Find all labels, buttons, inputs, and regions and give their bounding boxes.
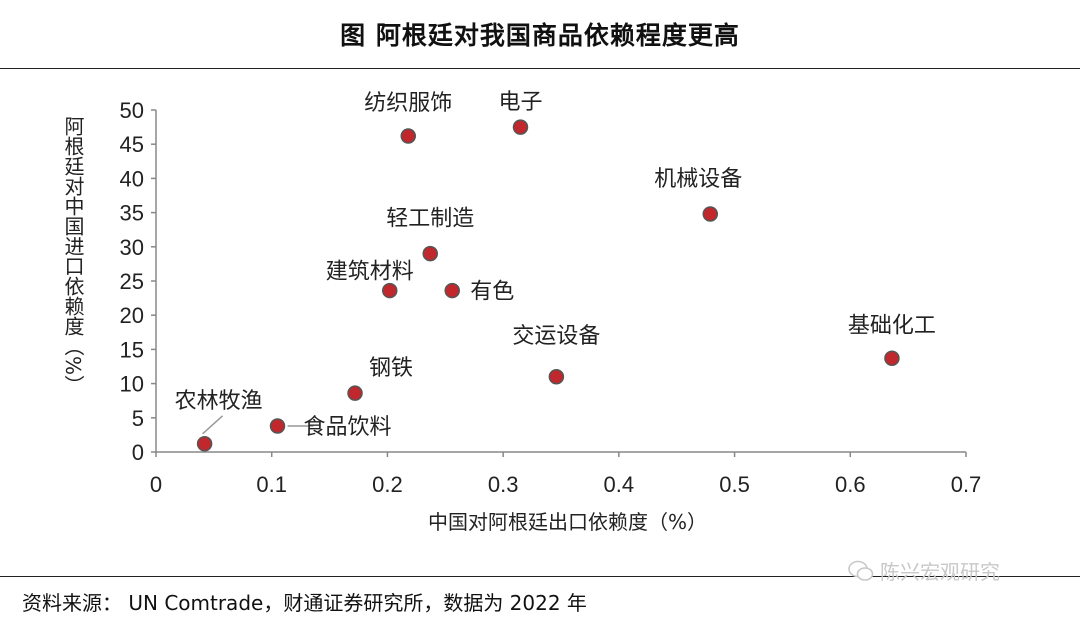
data-label: 钢铁 bbox=[369, 356, 413, 381]
y-tick-label: 15 bbox=[120, 337, 144, 362]
data-points bbox=[196, 119, 900, 452]
x-tick-label: 0.5 bbox=[719, 472, 750, 497]
data-label: 有色 bbox=[470, 280, 514, 305]
data-label: 农林牧渔 bbox=[175, 389, 263, 414]
y-tick-label: 40 bbox=[120, 166, 144, 191]
wechat-icon bbox=[848, 560, 874, 581]
y-tick-label: 35 bbox=[120, 201, 144, 226]
y-tick-label: 5 bbox=[132, 406, 144, 431]
tick-labels: 0 0.1 0.2 0.3 0.4 0.5 0.6 0.7 0 5 10 15 20 25 30 35 40 45… bbox=[120, 98, 982, 497]
data-label: 轻工制造 bbox=[386, 207, 474, 232]
y-tick-label: 20 bbox=[120, 303, 144, 328]
data-label: 交运设备 bbox=[512, 324, 600, 349]
x-tick-label: 0 bbox=[150, 472, 162, 497]
y-tick-label: 25 bbox=[120, 269, 144, 294]
footer-rule bbox=[0, 576, 1080, 577]
y-tick-label: 0 bbox=[132, 440, 144, 465]
x-axis-title: 中国对阿根廷出口依赖度（%） bbox=[427, 510, 707, 534]
x-tick-label: 0.6 bbox=[835, 472, 866, 497]
title-rule bbox=[0, 68, 1080, 69]
data-point bbox=[400, 128, 417, 144]
data-point bbox=[196, 436, 213, 452]
data-point bbox=[422, 245, 438, 262]
y-axis-title: 阿根廷对中国进口依赖度（%） bbox=[61, 116, 85, 396]
y-tick-label: 45 bbox=[120, 132, 144, 157]
data-point bbox=[512, 119, 529, 135]
data-point bbox=[548, 369, 565, 385]
data-label: 基础化工 bbox=[848, 313, 936, 338]
watermark: 陈兴宏观研究 bbox=[848, 556, 1000, 585]
data-label: 电子 bbox=[498, 90, 542, 115]
data-label: 建筑材料 bbox=[326, 260, 414, 285]
data-point bbox=[702, 206, 719, 222]
x-tick-label: 0.1 bbox=[256, 472, 287, 497]
x-tick-label: 0.2 bbox=[372, 472, 403, 497]
data-point bbox=[269, 418, 286, 434]
label-leader-lines bbox=[202, 415, 314, 435]
x-tick-label: 0.7 bbox=[951, 472, 982, 497]
chart-title: 图 阿根廷对我国商品依赖程度更高 bbox=[340, 21, 740, 50]
data-point bbox=[444, 282, 460, 299]
watermark-text: 陈兴宏观研究 bbox=[880, 560, 1000, 584]
source-note: 资料来源： UN Comtrade，财通证券研究所，数据为 2022 年 bbox=[22, 591, 587, 615]
x-tick-label: 0.4 bbox=[604, 472, 635, 497]
leader-line bbox=[202, 415, 224, 435]
x-tick-label: 0.3 bbox=[488, 472, 519, 497]
data-point bbox=[347, 385, 363, 401]
data-label: 食品饮料 bbox=[304, 415, 392, 440]
data-label: 纺织服饰 bbox=[364, 91, 452, 116]
axes bbox=[151, 109, 967, 457]
data-point bbox=[381, 282, 398, 299]
y-tick-label: 50 bbox=[120, 98, 144, 123]
data-point bbox=[884, 350, 900, 367]
y-tick-label: 30 bbox=[120, 235, 144, 260]
data-label: 机械设备 bbox=[654, 167, 742, 192]
y-tick-label: 10 bbox=[120, 372, 144, 397]
